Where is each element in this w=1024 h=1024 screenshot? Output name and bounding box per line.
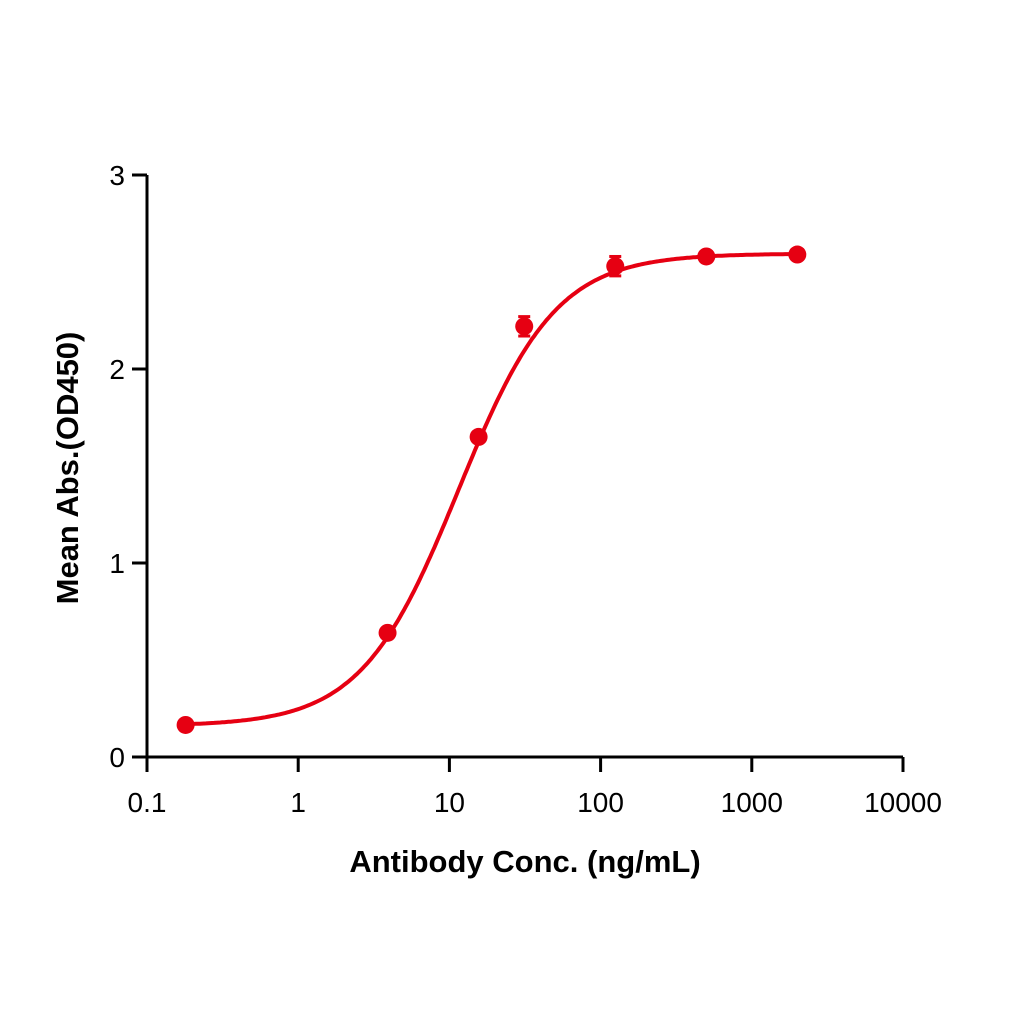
- axes: 0.1 1 10 100 1000 10000 0 1 2 3: [109, 160, 942, 818]
- data-point: [515, 317, 534, 336]
- y-tick-label: 0: [109, 742, 125, 773]
- data-point: [606, 257, 625, 276]
- data-points: [176, 245, 807, 734]
- y-tick-label: 3: [109, 160, 125, 191]
- data-point: [697, 247, 716, 266]
- x-axis-title: Antibody Conc. (ng/mL): [349, 844, 700, 879]
- y-axis-title: Mean Abs.(OD450): [50, 332, 85, 605]
- x-tick-label: 1: [290, 787, 306, 818]
- x-tick-label: 10000: [864, 787, 942, 818]
- x-tick-label: 0.1: [128, 787, 167, 818]
- x-tick-label: 1000: [721, 787, 783, 818]
- data-point: [378, 623, 397, 642]
- y-tick-label: 2: [109, 354, 125, 385]
- fit-curve: [185, 252, 798, 727]
- x-tick-label: 10: [434, 787, 465, 818]
- x-tick-label: 100: [577, 787, 624, 818]
- fit-curve-path: [185, 252, 798, 727]
- data-point: [176, 715, 195, 734]
- y-tick-label: 1: [109, 548, 125, 579]
- data-point: [469, 427, 488, 446]
- data-point: [788, 245, 807, 264]
